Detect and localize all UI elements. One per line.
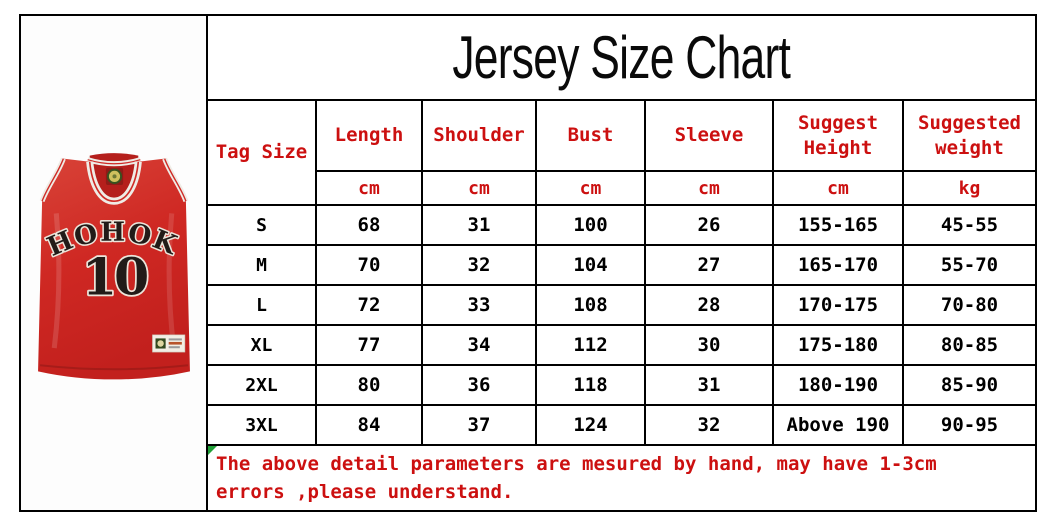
value-cell: 72 (317, 286, 421, 324)
unit-weight-kg: kg (904, 172, 1035, 204)
size-label-l: L (208, 286, 315, 324)
value-cell: 30 (646, 326, 772, 364)
chart-title: Jersey Size Chart (452, 24, 792, 91)
value-cell: 28 (646, 286, 772, 324)
value-cell: 90-95 (904, 406, 1035, 444)
value-cell: 32 (646, 406, 772, 444)
col-header-suggested-weight: Suggested weight (904, 101, 1035, 170)
unit-bust-cm: cm (537, 172, 644, 204)
jersey-photo-panel: SHOHOKU 10 (21, 16, 206, 510)
value-cell: 104 (537, 246, 644, 284)
jersey-hem-seam (39, 364, 189, 371)
value-cell: 155-165 (774, 206, 902, 244)
jersey-number-text: 10 (82, 246, 147, 306)
value-cell: 170-175 (774, 286, 902, 324)
col-header-tag-size: Tag Size (208, 101, 315, 204)
value-cell: 31 (646, 366, 772, 404)
value-cell: 165-170 (774, 246, 902, 284)
measurement-note: The above detail parameters are mesured … (216, 453, 937, 504)
value-cell: 180-190 (774, 366, 902, 404)
col-header-sleeve: Sleeve (646, 101, 772, 170)
value-cell: 68 (317, 206, 421, 244)
chart-title-cell: Jersey Size Chart (208, 16, 1035, 99)
col-header-length: Length (317, 101, 421, 170)
value-cell: 108 (537, 286, 644, 324)
value-cell: 34 (423, 326, 535, 364)
value-cell: 85-90 (904, 366, 1035, 404)
size-chart-sheet: SHOHOKU 10 Jersey Size Chart Tag Si (19, 14, 1037, 512)
hem-label-patch (152, 334, 186, 353)
value-cell: 31 (423, 206, 535, 244)
jersey-illustration: SHOHOKU 10 (34, 150, 190, 380)
col-header-shoulder: Shoulder (423, 101, 535, 170)
collar-logo-patch (105, 167, 124, 185)
jersey-body (38, 158, 190, 380)
value-cell: 32 (423, 246, 535, 284)
value-cell: 36 (423, 366, 535, 404)
size-label-3xl: 3XL (208, 406, 315, 444)
size-label-xl: XL (208, 326, 315, 364)
col-header-bust: Bust (537, 101, 644, 170)
value-cell: 80 (317, 366, 421, 404)
value-cell: 112 (537, 326, 644, 364)
value-cell: 26 (646, 206, 772, 244)
value-cell: 33 (423, 286, 535, 324)
value-cell: 70 (317, 246, 421, 284)
armhole-pinstripe-left (41, 158, 65, 202)
jersey-wrinkle-highlight (51, 213, 62, 349)
size-label-s: S (208, 206, 315, 244)
col-header-suggest-height: Suggest Height (774, 101, 902, 170)
jersey-back-collar-pinstripe (87, 159, 141, 165)
unit-shoulder-cm: cm (423, 172, 535, 204)
value-cell: 55-70 (904, 246, 1035, 284)
jersey-wrinkle-highlight (166, 213, 177, 349)
value-cell: 84 (317, 406, 421, 444)
unit-height-cm: cm (774, 172, 902, 204)
value-cell: 70-80 (904, 286, 1035, 324)
value-cell: 175-180 (774, 326, 902, 364)
size-label-2xl: 2XL (208, 366, 315, 404)
value-cell: Above 190 (774, 406, 902, 444)
jersey-neck-pinstripe (88, 161, 140, 203)
cell-comment-marker-icon (208, 446, 217, 455)
armhole-pinstripe-right (163, 158, 187, 202)
measurement-note-cell: The above detail parameters are mesured … (208, 446, 1035, 510)
value-cell: 80-85 (904, 326, 1035, 364)
value-cell: 37 (423, 406, 535, 444)
value-cell: 45-55 (904, 206, 1035, 244)
unit-sleeve-cm: cm (646, 172, 772, 204)
value-cell: 100 (537, 206, 644, 244)
unit-length-cm: cm (317, 172, 421, 204)
value-cell: 77 (317, 326, 421, 364)
value-cell: 124 (537, 406, 644, 444)
value-cell: 118 (537, 366, 644, 404)
value-cell: 27 (646, 246, 772, 284)
size-label-m: M (208, 246, 315, 284)
